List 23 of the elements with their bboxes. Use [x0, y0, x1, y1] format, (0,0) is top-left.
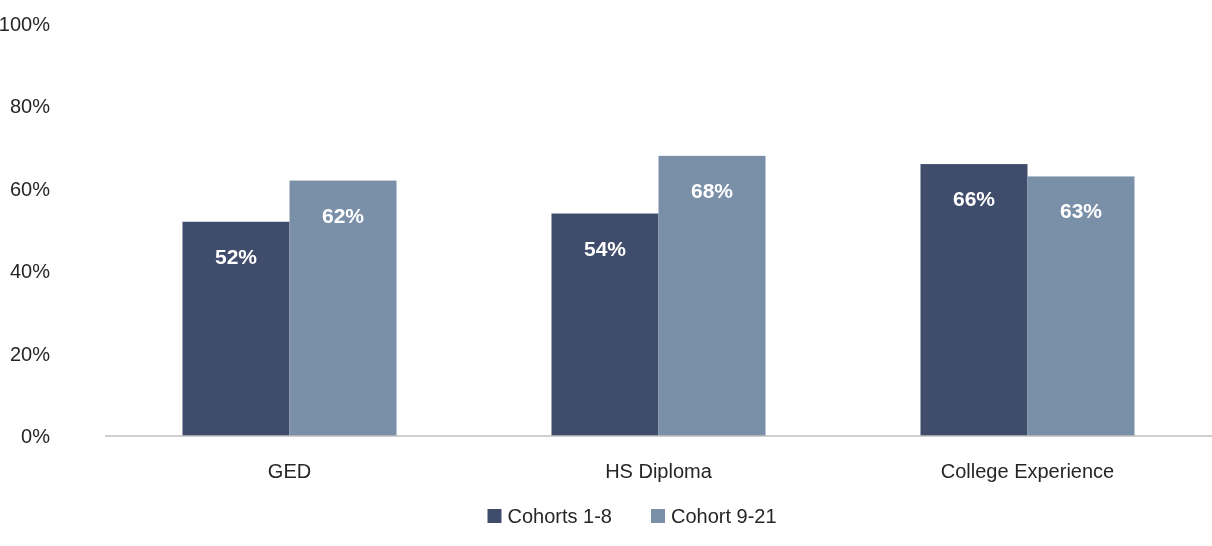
data-label: 68% [690, 178, 734, 202]
data-label: 52% [214, 244, 258, 268]
x-tick-label: HS Diploma [605, 460, 713, 482]
bar [182, 221, 290, 436]
x-tick-label: GED [267, 460, 312, 482]
bar [289, 180, 397, 436]
data-label: 54% [583, 236, 627, 260]
bar [658, 155, 766, 436]
legend-label: Cohort 9-21 [671, 505, 777, 527]
bar [1027, 176, 1135, 436]
y-tick-label: 60% [9, 177, 51, 200]
legend-label: Cohorts 1-8 [507, 505, 612, 527]
y-tick-label: 80% [9, 95, 51, 118]
data-label: 63% [1059, 199, 1103, 223]
y-tick-label: 40% [9, 260, 51, 283]
data-label: 62% [321, 203, 365, 227]
bar [551, 213, 659, 436]
x-tick-label: College Experience [940, 460, 1115, 482]
data-label: 66% [952, 187, 996, 211]
y-tick-label: 0% [21, 425, 51, 447]
y-tick-label: 20% [9, 342, 51, 365]
y-tick-label: 100% [0, 13, 51, 35]
bar [920, 164, 1028, 436]
